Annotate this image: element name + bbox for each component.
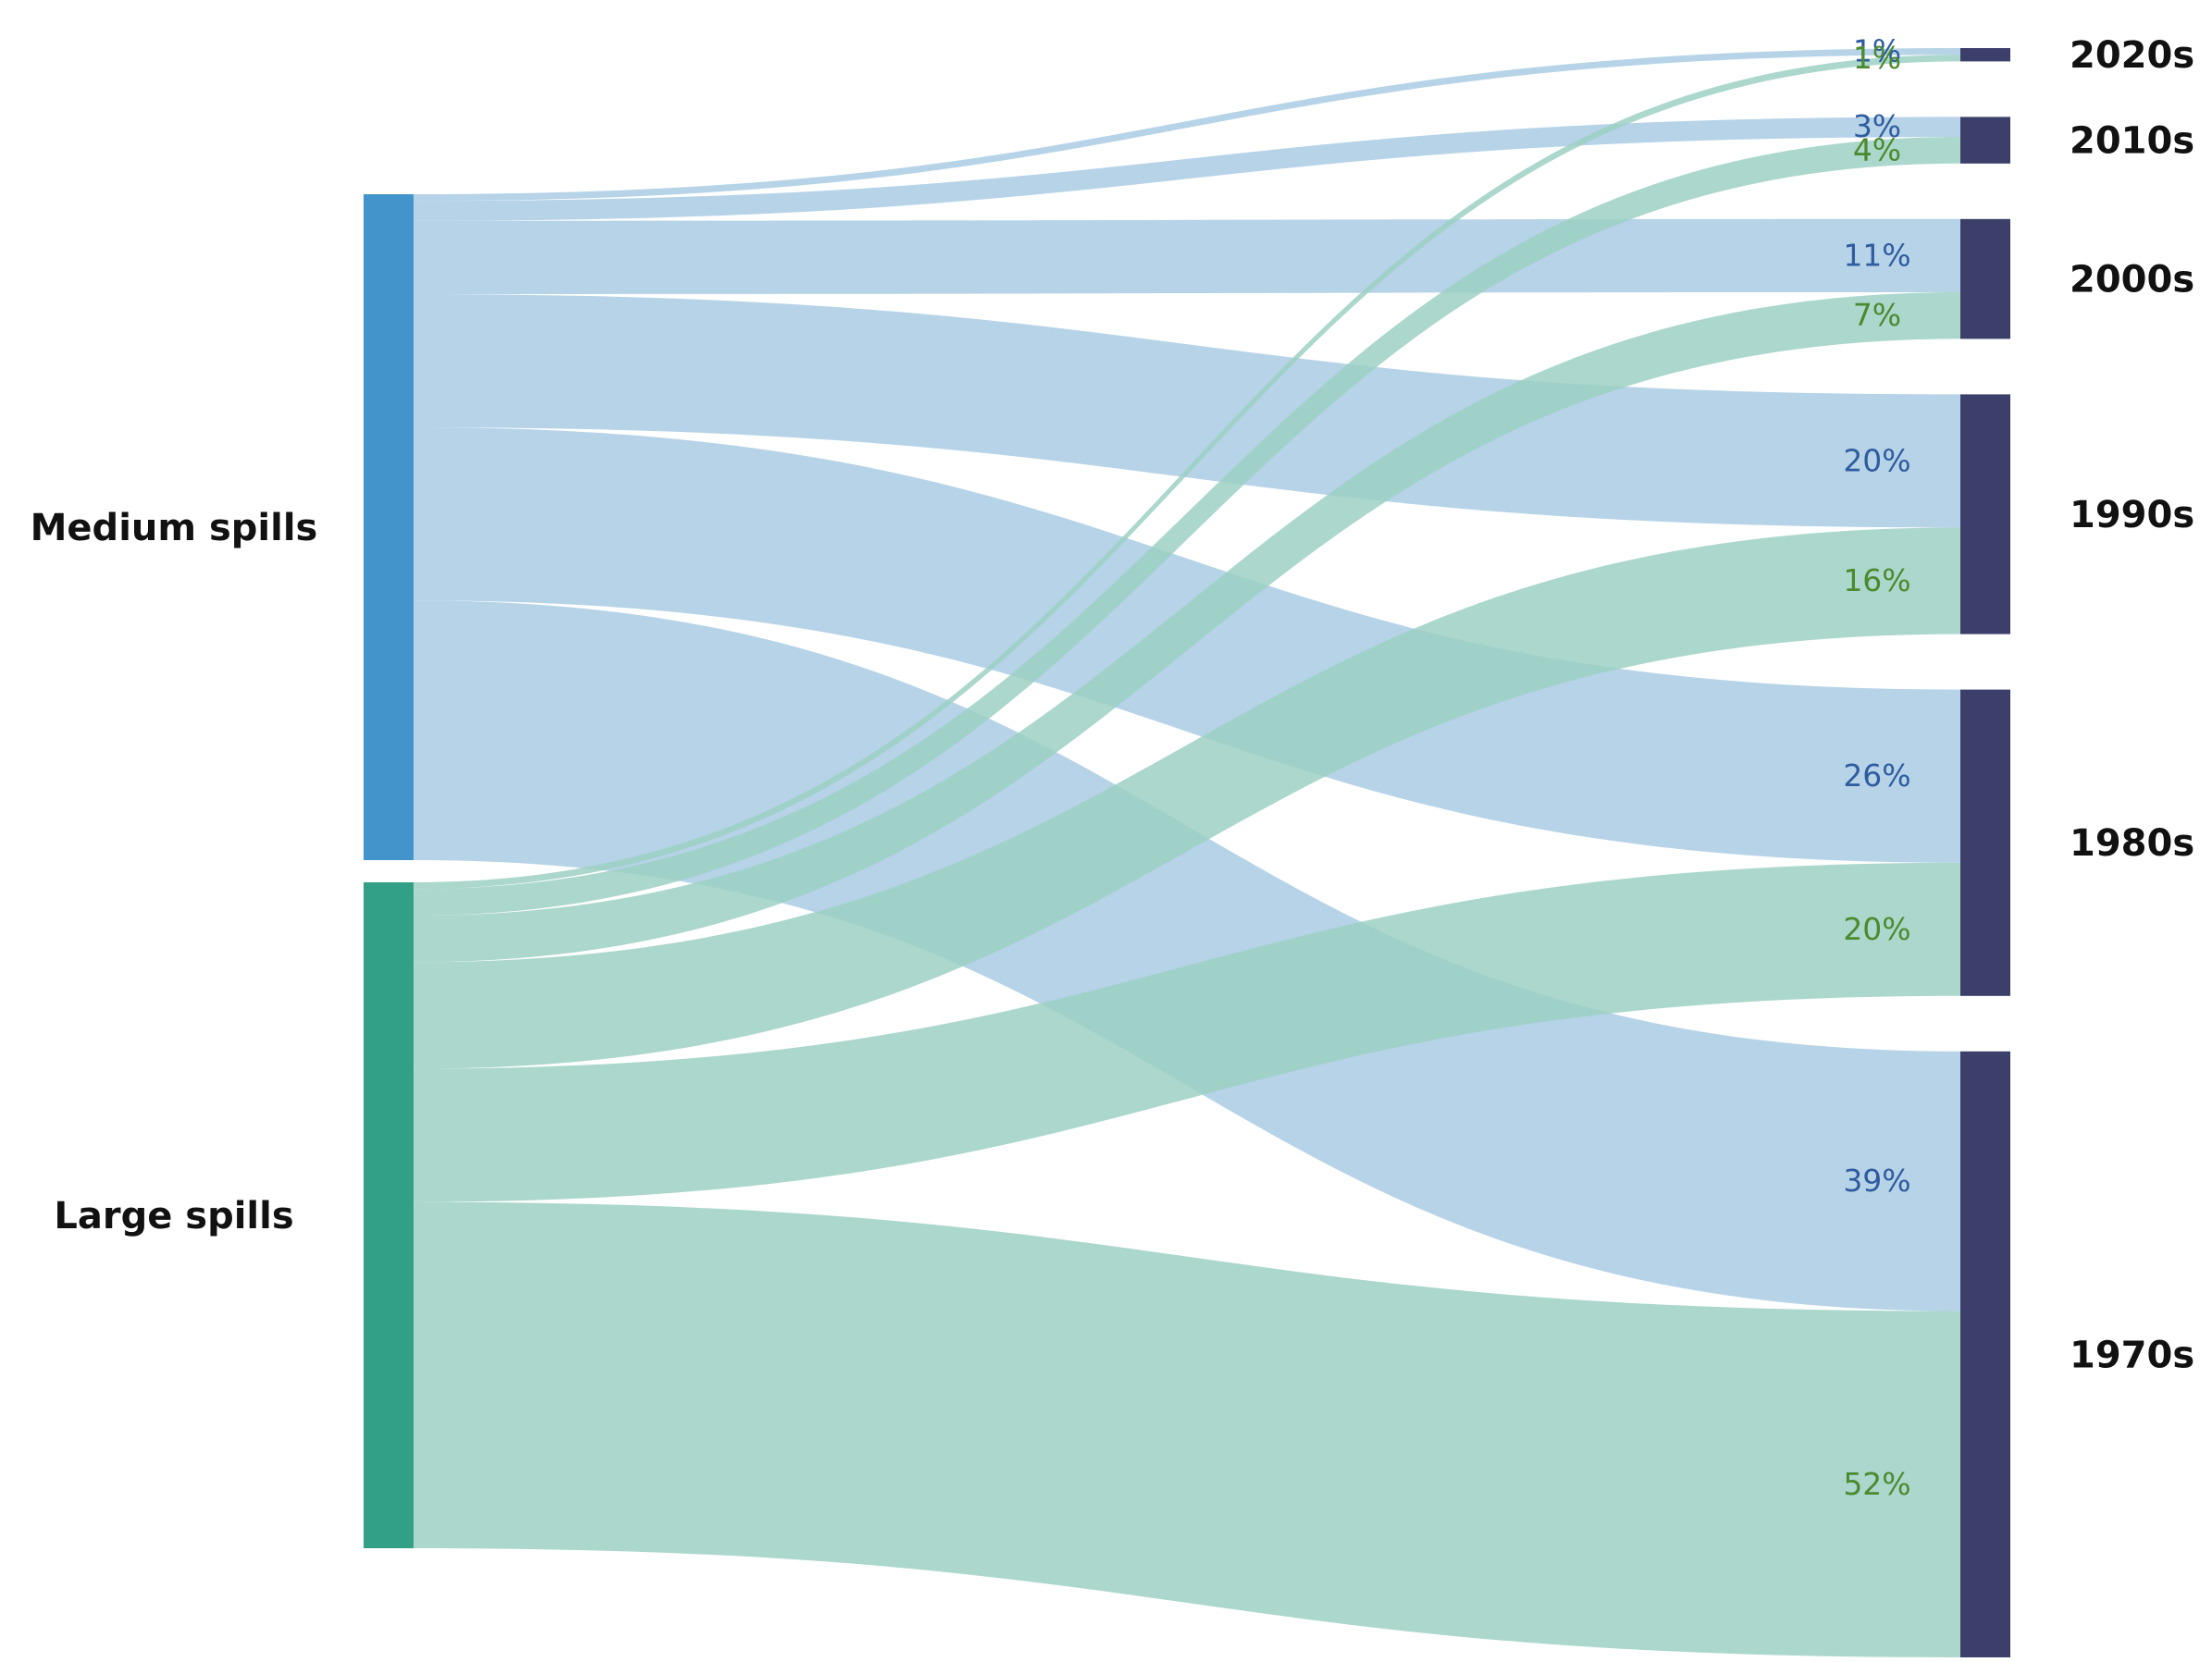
flow-large-2010s: [414, 137, 1960, 916]
decade-label-1980s: 1980s: [2070, 822, 2194, 865]
flow-label-large-2010s: 4%: [1853, 131, 1901, 167]
source-bar-large: [364, 882, 414, 1548]
flow-large-1990s: [414, 527, 1960, 1069]
decade-label-2010s: 2010s: [2070, 120, 2194, 163]
flow-label-medium-2010s: 3%: [1853, 108, 1901, 144]
source-label-medium: Medium spills: [31, 507, 318, 549]
flow-label-medium-2020s: 1%: [1853, 33, 1901, 69]
decade-bar-1990s: [1960, 394, 2010, 634]
source-label-large: Large spills: [54, 1195, 293, 1237]
flow-large-2000s: [414, 292, 1960, 963]
flow-label-large-1980s: 20%: [1843, 911, 1910, 947]
decade-label-1970s: 1970s: [2070, 1334, 2194, 1376]
decade-label-1990s: 1990s: [2070, 494, 2194, 536]
decade-bar-1980s: [1960, 689, 2010, 996]
source-bar-medium: [364, 194, 414, 860]
flow-label-large-2020s: 1%: [1853, 40, 1901, 76]
flow-large-2020s: [414, 55, 1960, 890]
labels: 1% 3% 11% 20% 26% 39% 1% 4% 7% 16% 20% 52% Medium sp…: [31, 33, 2195, 1502]
decade-bar-2020s: [1960, 48, 2010, 62]
decade-bar-2000s: [1960, 218, 2010, 339]
flow-medium-1970s: [414, 600, 1960, 1311]
nodes: [364, 48, 2010, 1657]
flow-medium-1990s: [414, 294, 1960, 528]
flow-label-medium-1970s: 39%: [1843, 1163, 1910, 1199]
flow-label-large-1970s: 52%: [1843, 1466, 1910, 1502]
flow-medium-2020s: [414, 48, 1960, 202]
decade-label-2000s: 2000s: [2070, 259, 2194, 302]
flow-links: [414, 48, 1960, 1657]
flow-label-medium-2000s: 11%: [1843, 237, 1910, 273]
flow-large-1980s: [414, 862, 1960, 1202]
flow-large-1970s: [414, 1201, 1960, 1657]
decade-label-2020s: 2020s: [2070, 34, 2194, 77]
flow-label-medium-1980s: 26%: [1843, 757, 1910, 794]
decade-bar-1970s: [1960, 1051, 2010, 1657]
flow-label-medium-1990s: 20%: [1843, 442, 1910, 478]
decade-bar-2010s: [1960, 117, 2010, 164]
flow-medium-2000s: [414, 218, 1960, 294]
flow-label-large-1990s: 16%: [1843, 562, 1910, 598]
flow-label-large-2000s: 7%: [1853, 297, 1901, 333]
